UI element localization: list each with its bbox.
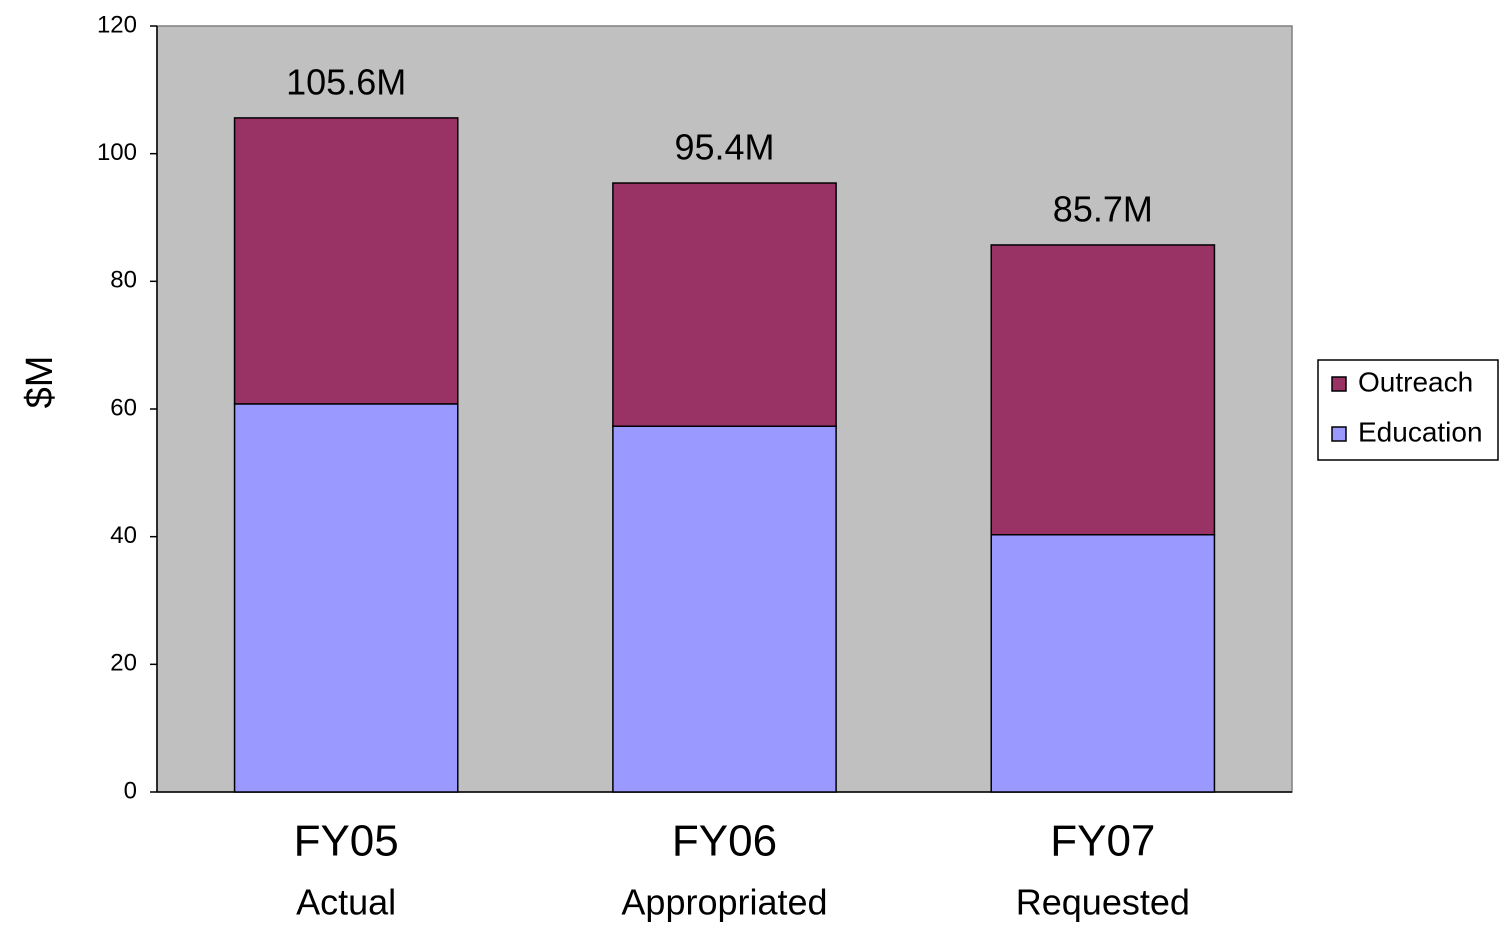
y-tick-label: 0 <box>124 777 137 804</box>
total-label: 105.6M <box>286 61 406 102</box>
y-axis-title: $M <box>19 356 61 409</box>
y-tick-label: 80 <box>110 267 137 294</box>
legend-swatch <box>1331 376 1347 392</box>
total-label: 95.4M <box>674 127 774 168</box>
y-tick-label: 40 <box>110 522 137 549</box>
x-tick-sublabel: Appropriated <box>621 882 827 923</box>
y-tick-label: 120 <box>97 11 137 38</box>
bar-segment <box>233 117 459 405</box>
bar-segment <box>990 534 1216 793</box>
bar-segment <box>612 182 837 427</box>
total-label: 85.7M <box>1053 188 1153 229</box>
x-tick-sublabel: Actual <box>296 882 396 923</box>
bar-segment <box>233 403 459 793</box>
legend-box <box>1317 359 1499 461</box>
y-tick-label: 100 <box>97 139 137 166</box>
x-tick-sublabel: Requested <box>1016 882 1190 923</box>
bar-segment <box>990 244 1216 536</box>
x-tick-label: FY05 <box>294 817 399 866</box>
legend-label: Outreach <box>1358 366 1473 397</box>
x-tick-label: FY06 <box>672 817 777 866</box>
x-tick-label: FY07 <box>1050 817 1155 866</box>
legend-label: Education <box>1358 416 1483 447</box>
legend-swatch <box>1331 426 1347 442</box>
y-tick-label: 60 <box>110 394 137 421</box>
y-tick-label: 20 <box>110 650 137 677</box>
bar-segment <box>612 425 837 793</box>
